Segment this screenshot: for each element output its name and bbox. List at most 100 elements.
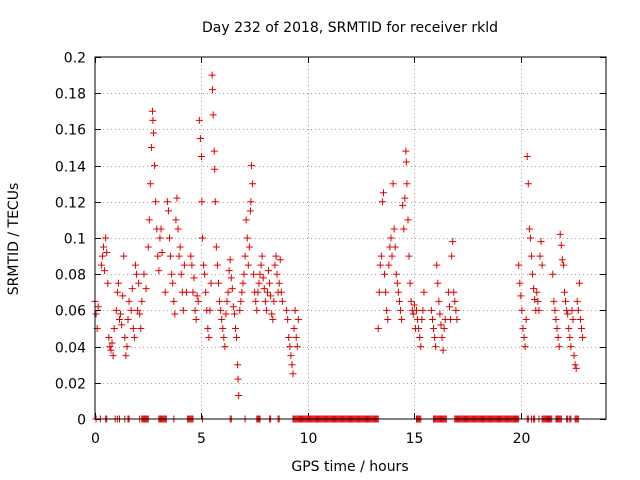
data-point — [104, 279, 112, 287]
data-point — [260, 285, 268, 293]
data-point — [453, 315, 461, 323]
data-point — [97, 261, 105, 269]
data-point — [167, 252, 175, 260]
data-point — [273, 270, 281, 278]
data-point — [573, 297, 581, 305]
data-point — [117, 310, 125, 318]
data-point — [438, 334, 446, 342]
data-point — [419, 306, 427, 314]
data-point — [179, 306, 187, 314]
data-point — [398, 315, 406, 323]
data-point — [527, 252, 535, 260]
data-point — [252, 297, 260, 305]
y-tick-label: 0.18 — [55, 87, 86, 103]
data-point — [244, 261, 252, 269]
data-point — [393, 279, 401, 287]
y-tick-label: 0.14 — [55, 160, 86, 176]
data-point — [155, 267, 163, 275]
data-point — [223, 297, 231, 305]
data-point — [530, 285, 538, 293]
data-point — [156, 234, 164, 242]
data-point — [92, 310, 100, 318]
y-tick-label: 0.16 — [55, 123, 86, 139]
data-point — [135, 279, 143, 287]
data-point — [428, 315, 436, 323]
data-point — [137, 325, 145, 332]
data-point — [516, 279, 524, 287]
data-point — [207, 279, 215, 287]
data-point — [553, 325, 561, 332]
data-point — [388, 252, 396, 260]
data-point — [200, 261, 208, 269]
data-point — [416, 334, 424, 342]
data-point — [234, 361, 242, 369]
data-point — [138, 297, 146, 305]
data-point — [435, 297, 443, 305]
data-point — [101, 267, 109, 275]
x-tick-label: 15 — [406, 431, 424, 447]
data-point — [177, 270, 185, 278]
data-point — [209, 111, 217, 119]
data-point — [560, 288, 568, 296]
data-point — [216, 297, 224, 305]
x-axis-label: GPS time / hours — [291, 459, 408, 475]
data-point — [535, 306, 543, 314]
data-point — [402, 158, 410, 166]
y-axis-ticks: 0 0.02 0.04 0.06 0.08 0.1 0.12 0.14 0.16 0.18 0.2 — [55, 51, 606, 429]
data-point — [232, 325, 240, 332]
data-point — [531, 296, 539, 304]
data-point — [557, 241, 565, 249]
data-point — [552, 315, 560, 323]
data-point — [288, 361, 296, 369]
data-point — [183, 288, 191, 296]
y-tick-label: 0.12 — [55, 196, 86, 212]
data-point — [390, 225, 398, 233]
data-point — [413, 306, 421, 314]
data-point — [247, 198, 255, 206]
data-point — [406, 279, 414, 287]
data-point — [397, 306, 405, 314]
data-point — [120, 252, 128, 260]
data-point — [225, 267, 233, 275]
data-point — [278, 297, 286, 305]
data-point — [558, 256, 566, 264]
data-point — [163, 198, 171, 206]
data-point — [193, 292, 201, 300]
data-point — [234, 375, 242, 383]
data-point — [98, 252, 106, 260]
data-point — [559, 261, 567, 269]
data-point — [550, 297, 558, 305]
data-point — [191, 306, 199, 314]
data-point — [566, 334, 574, 342]
data-point — [222, 310, 230, 318]
data-point — [265, 267, 273, 275]
y-tick-label: 0.2 — [64, 51, 86, 67]
data-point — [205, 334, 213, 342]
data-point — [242, 216, 250, 224]
data-point — [255, 279, 263, 287]
data-point — [118, 321, 126, 329]
data-point — [407, 297, 415, 305]
data-point — [420, 288, 428, 296]
data-point — [230, 310, 238, 318]
y-tick-label: 0.06 — [55, 304, 86, 320]
data-point — [555, 343, 563, 351]
data-point — [430, 325, 438, 332]
data-point — [125, 297, 133, 305]
data-point — [266, 279, 274, 287]
data-point — [114, 279, 122, 287]
data-point — [199, 234, 207, 242]
data-point — [212, 243, 220, 251]
data-point — [110, 325, 118, 332]
data-point — [194, 297, 202, 305]
data-point — [161, 288, 169, 296]
data-point — [267, 292, 275, 300]
data-point — [259, 274, 267, 282]
data-point — [247, 162, 255, 170]
data-point — [284, 315, 292, 323]
plot-frame — [94, 56, 607, 420]
data-point — [525, 225, 533, 233]
data-point — [127, 306, 135, 314]
data-point — [448, 252, 456, 260]
